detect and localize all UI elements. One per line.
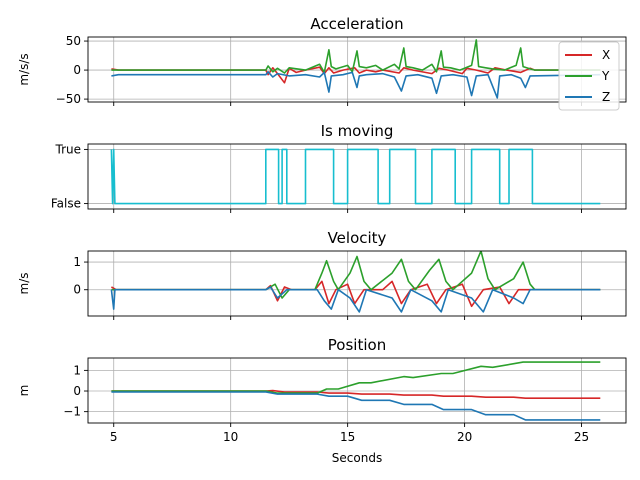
- series-line-X: [111, 389, 601, 399]
- series-line-Y: [111, 251, 601, 299]
- panel-0: 50 0 −50 Acceleration m/s/s XYZ: [17, 15, 627, 111]
- x-tick-label: 10: [223, 430, 238, 444]
- chart-title: Position: [328, 336, 386, 354]
- panel-2: 1 0 Velocity m/s: [17, 229, 627, 320]
- series-line-Y: [111, 39, 601, 74]
- y-tick-label: 0: [73, 384, 81, 398]
- x-tick-label: 15: [340, 430, 355, 444]
- y-tick-label: 0: [73, 63, 81, 77]
- panel-1: True False Is moving: [51, 122, 627, 213]
- y-tick-label: 1: [73, 255, 81, 269]
- series-line-0: [110, 148, 601, 205]
- x-axis-label: Seconds: [332, 451, 382, 465]
- legend-entry: Y: [601, 69, 610, 83]
- series-line-Z: [111, 71, 601, 99]
- chart-title: Acceleration: [310, 15, 403, 33]
- chart-title: Is moving: [321, 122, 394, 140]
- y-tick-label: False: [51, 197, 81, 211]
- y-tick-label: 0: [73, 283, 81, 297]
- series-line-X: [111, 280, 601, 308]
- y-axis-label: m: [17, 385, 31, 397]
- series-line-X: [111, 66, 601, 84]
- y-tick-label: True: [55, 142, 82, 156]
- x-tick-label: 5: [110, 430, 118, 444]
- y-tick-label: 50: [66, 34, 81, 48]
- axes-frame: [87, 250, 627, 317]
- series-line-Y: [111, 361, 601, 394]
- y-tick-label: −50: [56, 92, 81, 106]
- series-line-Z: [111, 391, 601, 421]
- y-tick-label: −1: [63, 405, 81, 419]
- legend-entry: X: [602, 48, 610, 62]
- y-axis-label: m/s/s: [17, 53, 31, 85]
- y-axis-label: m/s: [17, 273, 31, 295]
- axes-frame: [87, 36, 627, 103]
- x-tick-label: 25: [574, 430, 589, 444]
- series-line-Z: [110, 286, 601, 313]
- legend-entry: Z: [602, 90, 610, 104]
- axes-frame: [87, 143, 627, 210]
- axes-frame: [87, 357, 627, 424]
- legend: XYZ: [558, 41, 620, 111]
- y-tick-label: 1: [73, 363, 81, 377]
- x-tick-label: 20: [457, 430, 472, 444]
- chart-title: Velocity: [328, 229, 387, 247]
